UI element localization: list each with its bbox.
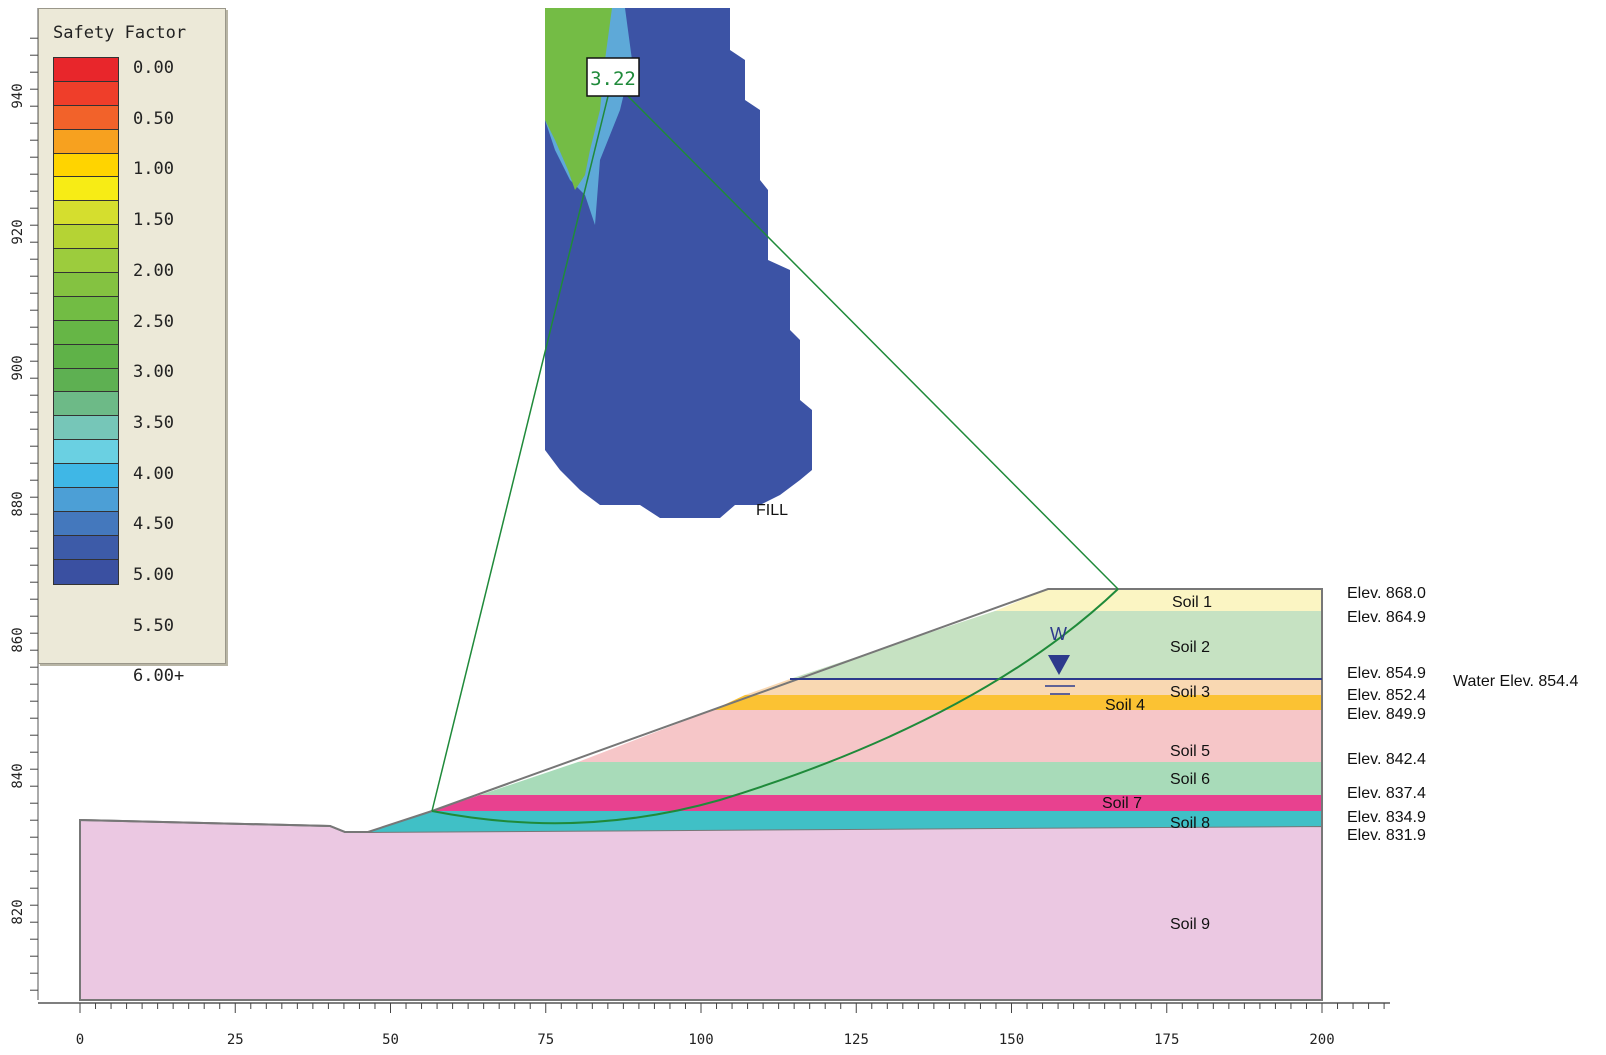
legend-label: 0.50 — [133, 108, 174, 129]
water-marker-icon — [1048, 655, 1070, 675]
legend-label: 4.50 — [133, 514, 174, 535]
water-elevation-label: Water Elev. 854.4 — [1453, 673, 1578, 690]
legend-swatch — [54, 368, 118, 393]
legend-label: 1.50 — [133, 210, 174, 231]
elev-label-1: Elev. 868.0 — [1347, 585, 1426, 602]
slip-centre-grid-blue — [545, 8, 812, 518]
elev-label-4: Elev. 852.4 — [1347, 687, 1426, 704]
legend-swatch — [54, 249, 118, 274]
elev-label-9: Elev. 831.9 — [1347, 827, 1426, 844]
legend-swatch — [54, 225, 118, 250]
y-tick-label: 880 — [10, 491, 26, 516]
x-tick-label: 75 — [537, 1032, 554, 1048]
x-tick-label: 150 — [999, 1032, 1024, 1048]
x-tick-label: 175 — [1154, 1032, 1179, 1048]
soil-4-label: Soil 4 — [1105, 697, 1145, 714]
y-tick-label: 840 — [10, 763, 26, 788]
fill-label: FILL — [756, 502, 788, 519]
legend-label: 3.50 — [133, 412, 174, 433]
soil-2-region — [790, 611, 1322, 679]
legend-swatch — [54, 464, 118, 489]
elev-label-6: Elev. 842.4 — [1347, 751, 1426, 768]
x-tick-label: 100 — [688, 1032, 713, 1048]
legend-swatch — [54, 177, 118, 202]
x-tick-label: 200 — [1309, 1032, 1334, 1048]
legend-label: 6.00+ — [133, 666, 185, 687]
slip-centre-grid-green — [545, 8, 612, 190]
y-tick-label: 920 — [10, 219, 26, 244]
legend-label: 3.00 — [133, 362, 174, 383]
elev-label-7: Elev. 837.4 — [1347, 785, 1426, 802]
legend-swatch — [54, 416, 118, 441]
elev-label-5: Elev. 849.9 — [1347, 706, 1426, 723]
legend-swatch — [54, 201, 118, 226]
x-tick-label: 125 — [844, 1032, 869, 1048]
elev-label-8: Elev. 834.9 — [1347, 809, 1426, 826]
soil-9-label: Soil 9 — [1170, 916, 1210, 933]
legend-label: 4.00 — [133, 463, 174, 484]
soil-5-label: Soil 5 — [1170, 743, 1210, 760]
soil-2-label: Soil 2 — [1170, 639, 1210, 656]
legend-color-bar — [53, 57, 119, 585]
legend-label: 5.50 — [133, 615, 174, 636]
legend-label: 0.00 — [133, 58, 174, 78]
x-tick-label: 50 — [382, 1032, 399, 1048]
min-fs-box — [586, 57, 640, 97]
legend-swatch — [54, 153, 118, 178]
soil-3-label: Soil 3 — [1170, 684, 1210, 701]
soil-6-region — [480, 762, 1322, 795]
legend-label: 5.00 — [133, 565, 174, 585]
legend-swatch — [54, 488, 118, 512]
y-tick-label: 900 — [10, 355, 26, 380]
legend-swatch — [54, 344, 118, 369]
safety-factor-legend: Safety Factor 0.00 0.50 1.00 1.50 2.00 2.50 3.… — [38, 8, 226, 686]
legend-swatch — [54, 559, 118, 584]
legend-label: 1.00 — [133, 159, 174, 180]
soil-1-label: Soil 1 — [1172, 594, 1212, 611]
legend-swatch — [54, 296, 118, 321]
slope-surface-line — [79, 588, 1323, 1000]
legend-swatch — [54, 440, 118, 465]
legend-swatch — [54, 273, 118, 297]
soil-1-region — [995, 589, 1322, 611]
radius-line-right — [611, 79, 1119, 590]
legend-label: 2.00 — [133, 260, 174, 281]
soil-8-region — [368, 811, 1322, 832]
y-tick-label: 860 — [10, 627, 26, 652]
soil-6-label: Soil 6 — [1170, 771, 1210, 788]
legend-swatch — [54, 129, 118, 154]
elev-label-2: Elev. 864.9 — [1347, 609, 1426, 626]
x-tick-label: 0 — [76, 1032, 84, 1048]
soil-8-label: Soil 8 — [1170, 815, 1210, 832]
legend-swatch — [54, 81, 118, 106]
soil-7-region — [432, 795, 1322, 811]
soil-5-region — [578, 710, 1322, 762]
y-tick-label: 940 — [10, 83, 26, 108]
legend-title: Safety Factor — [53, 23, 187, 43]
elev-label-3: Elev. 854.9 — [1347, 665, 1426, 682]
y-tick-label: 820 — [10, 899, 26, 924]
soil-4-region — [713, 695, 1322, 710]
legend-swatch — [54, 511, 118, 536]
x-tick-label: 25 — [227, 1032, 244, 1048]
legend-swatch — [54, 105, 118, 130]
water-marker-label: W — [1050, 624, 1067, 644]
legend-swatch — [54, 58, 118, 82]
legend-swatch — [54, 535, 118, 560]
soil-3-region — [745, 679, 1322, 695]
radius-line-left — [431, 79, 613, 812]
legend-label: 2.50 — [133, 311, 174, 332]
legend-swatch — [54, 320, 118, 345]
soil-7-label: Soil 7 — [1102, 795, 1142, 812]
critical-slip-circle — [431, 588, 1119, 825]
min-fs-value: 3.22 — [590, 68, 636, 90]
legend-swatch — [54, 392, 118, 417]
soil-9-region — [79, 818, 1323, 1001]
